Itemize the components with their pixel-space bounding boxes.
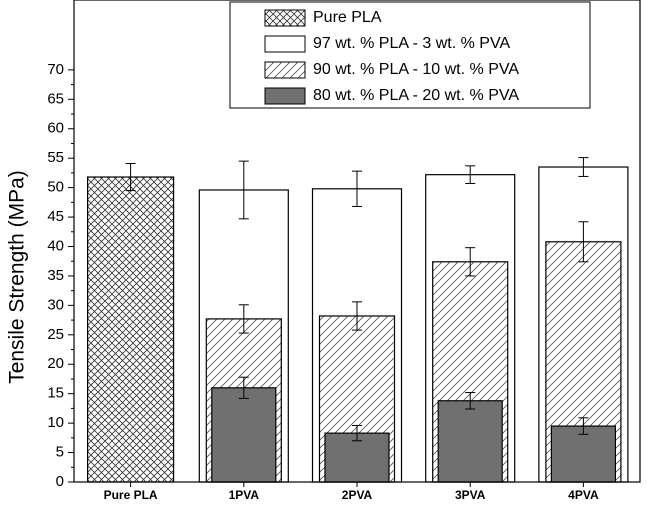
legend-label: 90 wt. % PLA - 10 wt. % PVA — [313, 61, 519, 78]
error-bar — [578, 157, 589, 177]
legend-swatch — [264, 9, 306, 27]
y-tick-label: 5 — [56, 444, 64, 461]
bar — [437, 400, 503, 483]
error-bar — [352, 424, 362, 442]
y-tick-label: 65 — [47, 90, 64, 107]
y-tick-label: 15 — [47, 385, 64, 402]
y-axis-label: Tensile Strength (MPa) — [6, 170, 29, 384]
y-tick-label: 25 — [47, 326, 64, 343]
legend-label: 97 wt. % PLA - 3 wt. % PVA — [313, 35, 510, 52]
y-tick-label: 20 — [47, 355, 64, 372]
bar — [86, 176, 175, 483]
x-tick-label: 4PVA — [568, 488, 599, 502]
x-tick-label: 2PVA — [342, 488, 373, 502]
x-tick-label: 1PVA — [229, 488, 260, 502]
error-bar — [465, 392, 476, 410]
y-tick-label: 55 — [47, 149, 64, 166]
error-bar — [465, 165, 476, 185]
legend-swatch — [264, 35, 306, 53]
error-bar — [465, 247, 476, 277]
y-tick-label: 45 — [47, 208, 64, 225]
y-tick-label: 30 — [47, 296, 64, 313]
error-bar — [352, 301, 362, 331]
x-tick-label: 3PVA — [455, 488, 486, 502]
y-tick-label: 40 — [47, 237, 64, 254]
plot-frame — [73, 0, 641, 483]
legend-label: 80 wt. % PLA - 20 wt. % PVA — [313, 87, 519, 104]
y-tick-label: 70 — [47, 61, 64, 78]
x-tick-label: Pure PLA — [104, 488, 158, 502]
error-bar — [238, 304, 249, 334]
error-bar — [352, 170, 362, 207]
legend-swatch — [264, 61, 306, 79]
error-bar — [578, 417, 589, 435]
legend-swatch — [264, 87, 306, 105]
y-tick-label: 50 — [47, 179, 64, 196]
y-tick-label: 35 — [47, 267, 64, 284]
error-bar — [238, 160, 249, 220]
legend-label: Pure PLA — [313, 9, 382, 26]
y-tick-label: 10 — [47, 414, 64, 431]
error-bar — [125, 162, 136, 192]
bar — [211, 387, 277, 483]
y-tick-label: 60 — [47, 120, 64, 137]
y-tick-label: 0 — [56, 473, 64, 490]
bar — [550, 425, 617, 483]
error-bar — [578, 221, 589, 263]
error-bar — [238, 376, 249, 399]
